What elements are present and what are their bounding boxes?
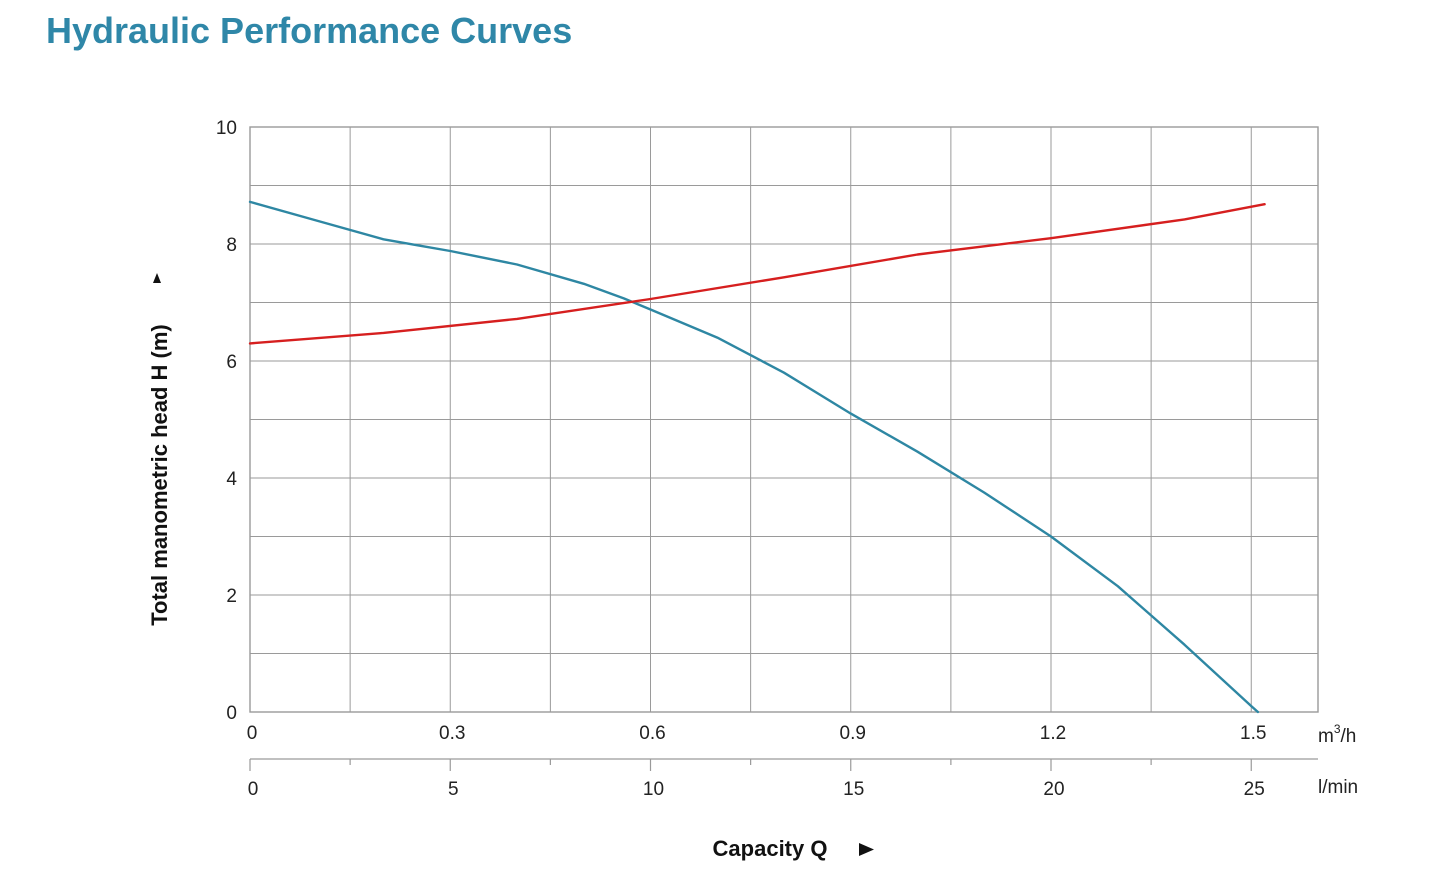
y-tick-label: 10 — [216, 118, 237, 139]
x-tick-label-m3h: 0 — [247, 723, 258, 744]
chart-ticks: 0 2 4 6 8 10 0 0.3 0.6 0.9 1.2 1.5 — [216, 118, 1267, 744]
x-tick-label-m3h: 1.5 — [1240, 723, 1266, 744]
y-tick-label: 6 — [226, 352, 237, 373]
chart-grid — [249, 126, 1319, 713]
x-tick-label-lmin: 15 — [843, 779, 864, 800]
x-tick-label-lmin: 10 — [643, 779, 664, 800]
chart-series — [248, 200, 1266, 714]
y-axis-arrow-icon — [153, 273, 161, 283]
series-line-1 — [248, 200, 1260, 714]
series-line-2 — [248, 203, 1266, 345]
x-tick-label-m3h: 0.6 — [639, 723, 665, 744]
x-tick-label-m3h: 0.3 — [439, 723, 465, 744]
x-tick-label-m3h: 0.9 — [840, 723, 866, 744]
x-axis-label: Capacity Q — [713, 836, 828, 861]
page-title: Hydraulic Performance Curves — [46, 10, 573, 51]
x-unit-m3h-base: m — [1318, 726, 1334, 747]
x-tick-label-m3h: 1.2 — [1040, 723, 1066, 744]
x-tick-label-lmin: 5 — [448, 779, 459, 800]
x-unit-m3h-suffix: /h — [1341, 726, 1357, 747]
y-tick-label: 0 — [226, 703, 237, 724]
x-tick-label-lmin: 0 — [248, 779, 259, 800]
x-tick-label-lmin: 25 — [1244, 779, 1265, 800]
x-tick-label-lmin: 20 — [1043, 779, 1064, 800]
y-tick-label: 8 — [226, 235, 237, 256]
x-unit-m3h-superscript: 3 — [1334, 722, 1341, 736]
lmin-axis: 0 5 10 15 20 25 — [248, 758, 1318, 800]
x-unit-lmin-label: l/min — [1318, 777, 1358, 798]
x-axis-arrow-icon — [859, 843, 874, 856]
y-tick-label: 2 — [226, 586, 237, 607]
x-unit-m3h-label: m3/h — [1318, 722, 1356, 747]
y-tick-label: 4 — [226, 469, 237, 490]
y-axis-label: Total manometric head H (m) — [147, 324, 172, 626]
